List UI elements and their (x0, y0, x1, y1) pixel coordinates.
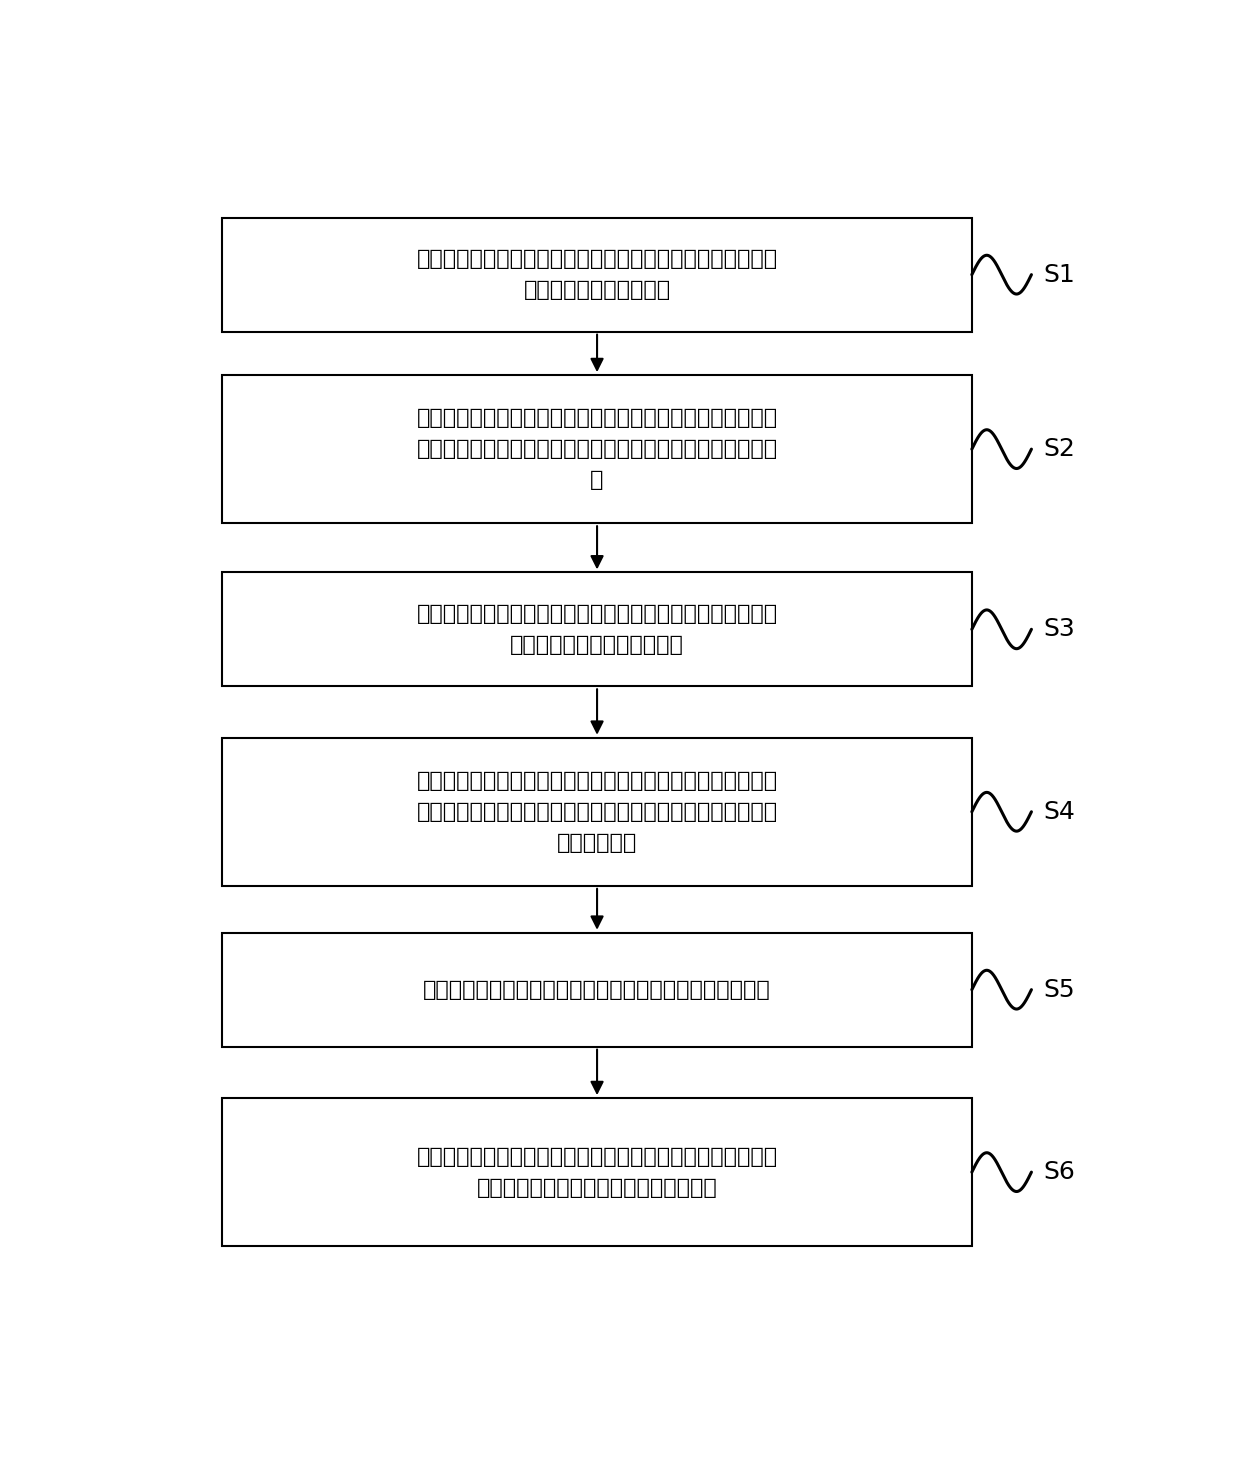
Text: 根据多个压力数据，计算累积注入压力值，并根据恒速化学驱
替阶段中的最小压力数据和最大压力数据，选取多个平均压力
值: 根据多个压力数据，计算累积注入压力值，并根据恒速化学驱 替阶段中的最小压力数据和… (417, 407, 777, 490)
Text: 根据多个平均压力值和累积注入压力值，计算得到多个平均压
力值对应的多个持压时间的值: 根据多个平均压力值和累积注入压力值，计算得到多个平均压 力值对应的多个持压时间的… (417, 604, 777, 655)
Text: 采用与平均压力值数量相等的人造岩心，根据多个平均压力值
和对应的多个持压时间进行恒压驱替实验，获得相应的多个累
积注入量数据: 采用与平均压力值数量相等的人造岩心，根据多个平均压力值 和对应的多个持压时间进行… (417, 770, 777, 853)
Bar (222, 375, 972, 523)
Text: 通过恒速恒压驱替装置进行恒速驱替实验，获得恒速化学驱驱
替阶段中的多个压力数据: 通过恒速恒压驱替装置进行恒速驱替实验，获得恒速化学驱驱 替阶段中的多个压力数据 (417, 249, 777, 301)
Text: S1: S1 (1043, 262, 1075, 287)
Bar (222, 572, 972, 686)
Text: 根据多个累积注入量数据，结合多个平均压力值，生成曲线: 根据多个累积注入量数据，结合多个平均压力值，生成曲线 (423, 979, 771, 1000)
Bar (222, 218, 972, 332)
Text: S5: S5 (1043, 977, 1075, 1001)
Bar (222, 933, 972, 1047)
Text: S2: S2 (1043, 437, 1075, 461)
Text: S6: S6 (1043, 1160, 1075, 1185)
Bar (222, 738, 972, 886)
Bar (222, 1097, 972, 1246)
Text: S4: S4 (1043, 800, 1075, 823)
Text: 根据恒速驱替实验中获得的累积注入量数据，结合曲线，计算
获得累积注入量数据对应的驱替压力数据: 根据恒速驱替实验中获得的累积注入量数据，结合曲线，计算 获得累积注入量数据对应的… (417, 1146, 777, 1198)
Text: S3: S3 (1043, 618, 1075, 641)
